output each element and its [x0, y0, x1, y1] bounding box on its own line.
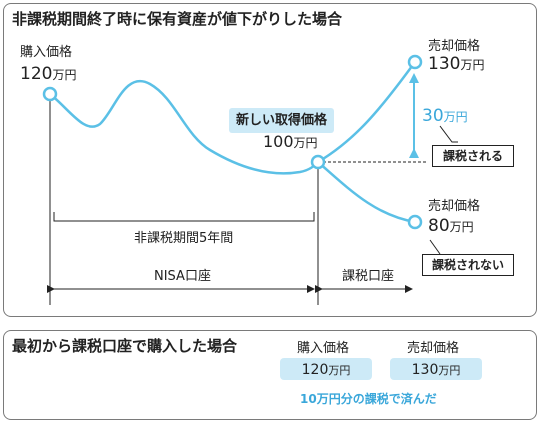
- gain-unit: 万円: [443, 110, 468, 124]
- bottom-sale-number: 130: [411, 362, 439, 378]
- top-panel-title: 非課税期間終了時に保有資産が値下がりした場合: [12, 10, 343, 28]
- purchase-price-number: 120: [20, 64, 53, 84]
- taxed-callout: 課税される: [432, 145, 514, 167]
- new-basis-label: 新しい取得価格: [229, 108, 335, 133]
- purchase-price-label: 購入価格: [20, 45, 73, 60]
- sale-down-label: 売却価格: [428, 199, 481, 214]
- bottom-purchase-unit: 万円: [328, 364, 351, 377]
- gain-number: 30: [422, 106, 444, 126]
- bottom-purchase-pill: 120万円: [280, 358, 372, 380]
- bottom-panel-title: 最初から課税口座で購入した場合: [12, 337, 238, 355]
- new-basis-number: 100: [263, 132, 294, 151]
- nisa-account-label: NISA口座: [150, 270, 215, 283]
- sale-down-value: 80万円: [428, 218, 474, 235]
- bottom-purchase-label: 購入価格: [297, 341, 350, 356]
- sale-down-unit: 万円: [449, 220, 474, 234]
- not-taxed-callout: 課税されない: [422, 254, 514, 276]
- sale-up-unit: 万円: [460, 58, 485, 72]
- bottom-sale-unit: 万円: [438, 364, 461, 377]
- sale-down-number: 80: [428, 216, 450, 236]
- sale-up-value: 130万円: [428, 56, 484, 73]
- new-basis-value: 100万円: [263, 134, 318, 150]
- bottom-note: 10万円分の課税で済んだ: [300, 392, 437, 406]
- taxable-account-label: 課税口座: [338, 270, 399, 283]
- gain-value: 30万円: [422, 108, 468, 125]
- purchase-price-value: 120万円: [20, 66, 76, 83]
- bottom-sale-label: 売却価格: [407, 341, 460, 356]
- sale-up-label: 売却価格: [428, 39, 481, 54]
- period-label: 非課税期間5年間: [130, 232, 238, 245]
- purchase-price-unit: 万円: [52, 68, 77, 82]
- bottom-sale-pill: 130万円: [390, 358, 482, 380]
- new-basis-unit: 万円: [293, 136, 318, 150]
- sale-up-number: 130: [428, 54, 461, 74]
- bottom-purchase-number: 120: [301, 362, 329, 378]
